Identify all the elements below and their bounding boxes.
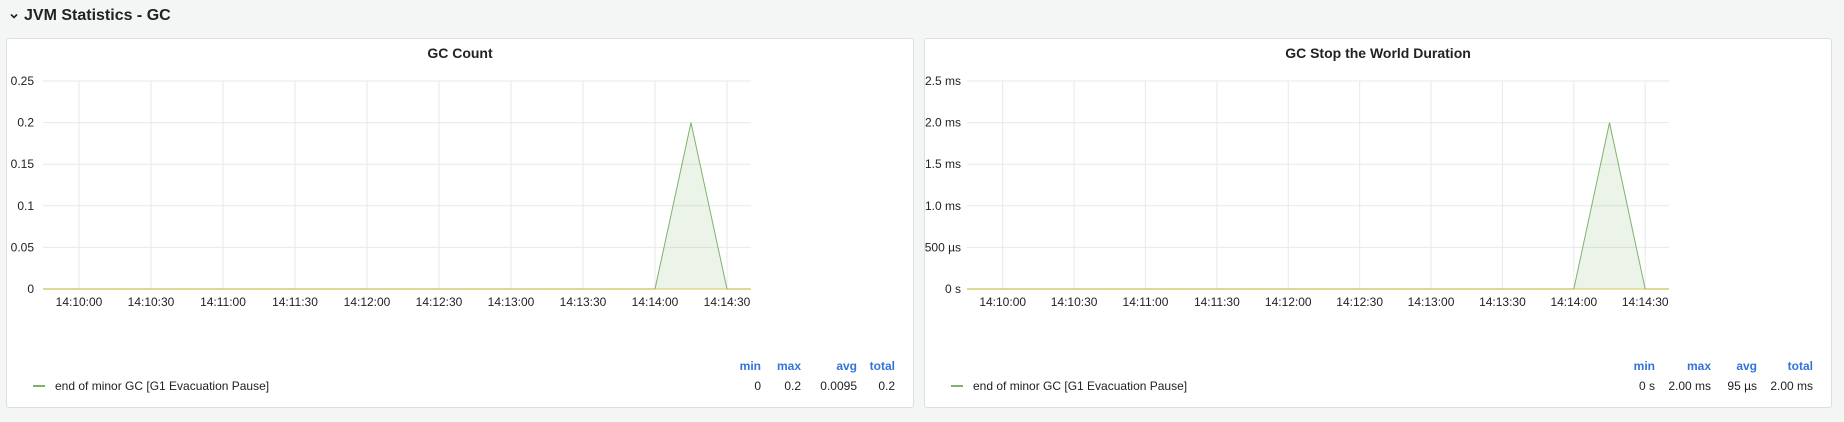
legend-value-min: 0 s (1638, 379, 1655, 393)
y-tick-label: 2.5 ms (925, 74, 961, 88)
legend-header-max[interactable]: max (776, 359, 801, 373)
legend-value-total: 2.00 ms (1770, 379, 1813, 393)
x-tick-label: 14:11:00 (200, 295, 246, 309)
legend-header-min[interactable]: min (1633, 359, 1655, 373)
y-tick-label: 0.2 (17, 116, 34, 130)
x-tick-label: 14:14:30 (704, 295, 751, 309)
legend-item[interactable]: end of minor GC [G1 Evacuation Pause] 0 … (33, 379, 895, 393)
legend-series-swatch[interactable] (951, 385, 963, 387)
y-tick-label: 1.5 ms (925, 157, 961, 171)
y-tick-label: 0.05 (11, 240, 35, 254)
x-tick-label: 14:10:00 (979, 295, 1026, 309)
x-tick-label: 14:13:30 (560, 295, 607, 309)
x-tick-label: 14:14:00 (632, 295, 679, 309)
gc-stw-duration-chart: 0 s 500 µs 1.0 ms 1.5 ms 2.0 ms 2.5 ms 14:10:0… (925, 74, 1669, 309)
y-tick-label: 0 (27, 282, 34, 296)
panel-title[interactable]: GC Stop the World Duration (1285, 45, 1471, 61)
legend-value-max: 0.2 (784, 379, 801, 393)
legend-header-total[interactable]: total (1787, 359, 1813, 373)
x-tick-label: 14:12:30 (416, 295, 463, 309)
x-tick-label: 14:14:30 (1622, 295, 1669, 309)
y-tick-label: 1.0 ms (925, 199, 961, 213)
legend-series-swatch[interactable] (33, 385, 45, 387)
row-header[interactable]: JVM Statistics - GC (0, 0, 1844, 32)
panel-title[interactable]: GC Count (427, 45, 493, 61)
x-tick-label: 14:10:00 (56, 295, 103, 309)
x-tick-label: 14:14:00 (1550, 295, 1597, 309)
legend-value-avg: 0.0095 (820, 379, 857, 393)
series-area (43, 122, 751, 289)
x-tick-label: 14:11:30 (1194, 295, 1240, 309)
x-tick-label: 14:12:30 (1336, 295, 1383, 309)
x-tick-label: 14:13:00 (1408, 295, 1455, 309)
x-tick-label: 14:12:00 (1265, 295, 1312, 309)
series-area (967, 122, 1669, 289)
legend-header: min max avg total (1615, 359, 1813, 373)
x-tick-label: 14:12:00 (344, 295, 391, 309)
legend-value-total: 0.2 (878, 379, 895, 393)
y-tick-label: 0.25 (11, 74, 35, 88)
y-tick-label: 500 µs (925, 240, 961, 254)
legend-series-name[interactable]: end of minor GC [G1 Evacuation Pause] (973, 379, 1188, 393)
gc-stw-duration-panel: GC Stop the World Duration 0 s 500 µs 1.0 … (924, 38, 1832, 408)
chevron-down-icon (10, 13, 18, 19)
legend-header-total[interactable]: total (869, 359, 895, 373)
x-tick-label: 14:11:00 (1123, 295, 1169, 309)
x-tick-label: 14:10:30 (128, 295, 175, 309)
row-title: JVM Statistics - GC (24, 7, 171, 24)
legend-header-max[interactable]: max (1686, 359, 1711, 373)
legend-value-avg: 95 µs (1727, 379, 1757, 393)
legend-value-max: 2.00 ms (1668, 379, 1711, 393)
legend-series-name[interactable]: end of minor GC [G1 Evacuation Pause] (55, 379, 270, 393)
legend-header-min[interactable]: min (739, 359, 761, 373)
x-tick-label: 14:11:30 (272, 295, 318, 309)
x-tick-label: 14:10:30 (1051, 295, 1098, 309)
x-tick-label: 14:13:00 (488, 295, 535, 309)
x-tick-label: 14:13:30 (1479, 295, 1526, 309)
y-tick-label: 2.0 ms (925, 116, 961, 130)
legend-item[interactable]: end of minor GC [G1 Evacuation Pause] 0 … (951, 379, 1813, 393)
y-tick-label: 0.1 (17, 199, 34, 213)
gc-count-chart: 0 0.05 0.1 0.15 0.2 0.25 14:10:00 14:10:30 14:11… (11, 74, 751, 309)
y-tick-label: 0 s (945, 282, 961, 296)
legend-header: min max avg total (721, 359, 895, 373)
legend-value-min: 0 (754, 379, 761, 393)
y-tick-label: 0.15 (11, 157, 35, 171)
legend-header-avg[interactable]: avg (1736, 359, 1757, 373)
legend-header-avg[interactable]: avg (836, 359, 857, 373)
gc-count-panel: GC Count 0 0.05 0.1 0.15 0.2 0.25 14:10:00 14:1… (6, 38, 914, 408)
